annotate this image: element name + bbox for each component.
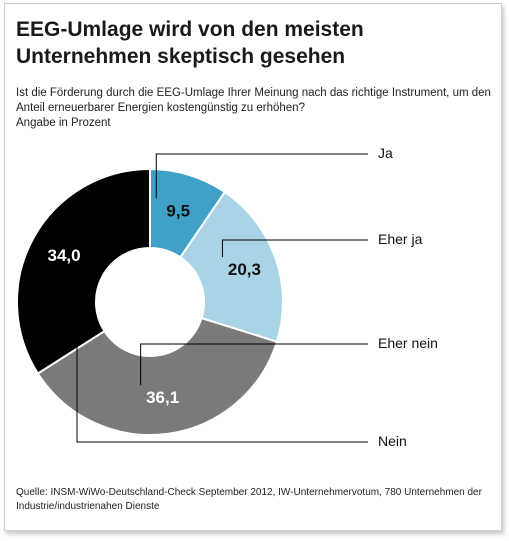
category-label-nein: Nein (378, 433, 407, 449)
leader-line-ja (155, 153, 368, 199)
value-label-nein: 34,0 (48, 246, 81, 265)
value-label-eher-ja: 20,3 (228, 260, 261, 279)
category-label-ja: Ja (378, 145, 393, 161)
category-label-eher-nein: Eher nein (378, 335, 438, 351)
donut-slices (16, 167, 284, 436)
chart-title: EEG-Umlage wird von den meisten Unterneh… (16, 18, 364, 68)
category-labels: Ja Eher ja Eher nein Nein (378, 145, 438, 449)
donut-hole (97, 249, 203, 355)
leader-line-nein (76, 254, 368, 443)
category-label-eher-ja: Eher ja (378, 231, 423, 247)
leader-line-eher-ja (221, 239, 368, 258)
leader-lines (76, 153, 368, 443)
leader-line-eher-nein (140, 343, 368, 386)
source-note: Quelle: INSM-WiWo-Deutschland-Check Sept… (16, 487, 482, 512)
slice-eher-nein (36, 316, 279, 436)
chart-subtitle: Ist die Förderung durch die EEG-Umlage I… (16, 87, 491, 114)
value-labels: 9,5 20,3 36,1 34,0 (48, 201, 261, 407)
value-label-eher-nein: 36,1 (146, 388, 179, 407)
value-label-ja: 9,5 (166, 201, 190, 220)
slice-eher-ja (178, 190, 284, 343)
unit-label: Angabe in Prozent (16, 117, 111, 129)
slice-nein (16, 167, 151, 375)
